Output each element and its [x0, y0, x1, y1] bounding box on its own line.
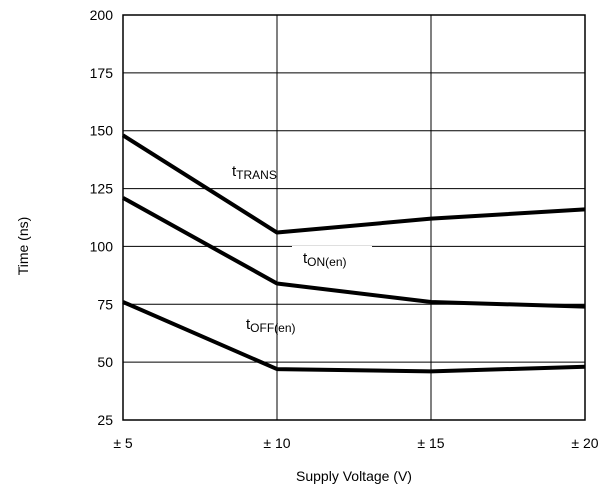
x-tick-label: ± 20 — [571, 435, 598, 451]
y-tick-label: 100 — [90, 238, 114, 254]
y-tick-label: 175 — [90, 65, 114, 81]
series-line-1 — [122, 196, 586, 309]
series-line-2 — [122, 300, 586, 374]
series-group — [121, 133, 586, 374]
y-tick-label: 50 — [97, 354, 113, 370]
grid — [122, 14, 586, 421]
y-tick-labels: 25 50 75 100 125 150 175 200 — [90, 7, 114, 428]
x-tick-label: ± 10 — [263, 435, 290, 451]
x-tick-label: ± 15 — [417, 435, 444, 451]
y-tick-label: 125 — [90, 181, 114, 197]
x-tick-label: ± 5 — [113, 435, 133, 451]
series-label-bg-ton — [292, 246, 372, 270]
series-label-toff: tOFF(en) — [246, 316, 296, 335]
series-line-0 — [121, 133, 586, 235]
y-axis-title: Time (ns) — [15, 217, 31, 276]
x-axis-title: Supply Voltage (V) — [296, 468, 412, 484]
series-labels: tTRANS tON(en) tOFF(en) — [232, 163, 372, 335]
plot-frame — [122, 14, 586, 421]
y-tick-label: 150 — [90, 123, 114, 139]
y-tick-label: 200 — [90, 7, 114, 23]
series-label-ton: tON(en) — [303, 250, 347, 269]
y-tick-label: 25 — [97, 412, 113, 428]
y-tick-label: 75 — [97, 296, 113, 312]
x-tick-labels: ± 5 ± 10 ± 15 ± 20 — [113, 435, 598, 451]
series-label-ttrans: tTRANS — [232, 163, 277, 182]
